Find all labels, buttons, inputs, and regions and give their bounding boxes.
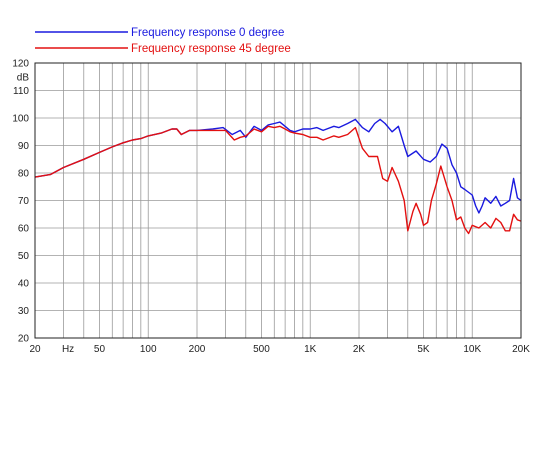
x-tick-label: 20K	[512, 344, 530, 355]
series-line-45-degree	[34, 125, 522, 235]
legend-label: Frequency response 45 degree	[131, 43, 291, 55]
x-tick-label: 2K	[353, 344, 366, 355]
y-tick-label: 100	[12, 114, 29, 125]
y-tick-label: 120	[12, 59, 29, 70]
x-tick-label: 20	[29, 344, 41, 355]
x-tick-label: 200	[189, 344, 206, 355]
series-line-0-degree	[34, 118, 522, 214]
series-lines	[34, 118, 522, 235]
y-unit-label: dB	[17, 72, 30, 83]
x-tick-label: 100	[140, 344, 157, 355]
y-tick-label: 70	[18, 196, 30, 207]
axis-ticks: 20 30 40 50 60 70 80 90 100 110 120 dB 20 50 100 200 500…	[12, 59, 530, 356]
y-tick-label: 50	[18, 251, 30, 262]
y-tick-label: 110	[13, 86, 29, 97]
y-tick-label: 30	[18, 306, 30, 317]
y-tick-label: 40	[18, 279, 30, 290]
x-unit-label: Hz	[62, 344, 74, 355]
plot-frame	[34, 62, 522, 339]
y-tick-label: 90	[18, 141, 30, 152]
y-tick-label: 60	[18, 224, 30, 235]
y-tick-label: 80	[18, 169, 30, 180]
x-tick-label: 10K	[463, 344, 481, 355]
x-tick-label: 1K	[304, 344, 317, 355]
x-tick-label: 50	[94, 344, 106, 355]
chart-legend: Frequency response 0 degree Frequency res…	[35, 27, 291, 55]
x-tick-label: 500	[253, 344, 270, 355]
legend-label: Frequency response 0 degree	[131, 27, 284, 39]
chart-grid	[35, 63, 521, 338]
x-tick-label: 5K	[417, 344, 430, 355]
y-tick-label: 20	[18, 334, 30, 345]
